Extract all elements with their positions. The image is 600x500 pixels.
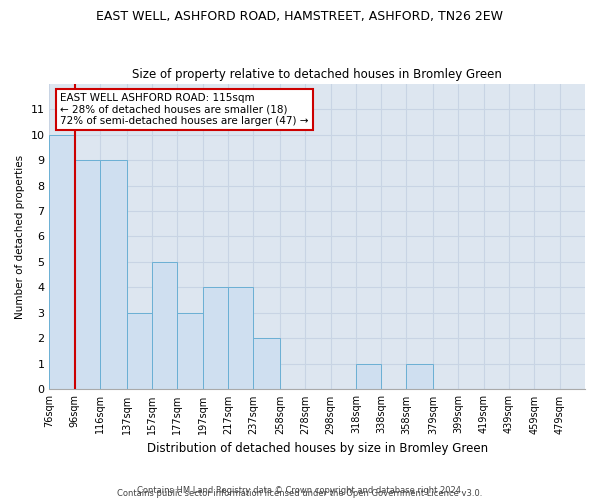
Bar [406,364,433,390]
Bar [100,160,127,390]
X-axis label: Distribution of detached houses by size in Bromley Green: Distribution of detached houses by size … [146,442,488,455]
Bar [356,364,381,390]
Text: EAST WELL ASHFORD ROAD: 115sqm
← 28% of detached houses are smaller (18)
72% of : EAST WELL ASHFORD ROAD: 115sqm ← 28% of … [60,92,308,126]
Bar [177,313,203,390]
Bar [127,313,152,390]
Bar [253,338,280,390]
Bar [203,288,228,390]
Bar [49,134,75,390]
Text: Contains public sector information licensed under the Open Government Licence v3: Contains public sector information licen… [118,488,482,498]
Bar [152,262,177,390]
Title: Size of property relative to detached houses in Bromley Green: Size of property relative to detached ho… [132,68,502,81]
Y-axis label: Number of detached properties: Number of detached properties [15,154,25,318]
Text: EAST WELL, ASHFORD ROAD, HAMSTREET, ASHFORD, TN26 2EW: EAST WELL, ASHFORD ROAD, HAMSTREET, ASHF… [97,10,503,23]
Bar [228,288,253,390]
Bar [75,160,100,390]
Text: Contains HM Land Registry data © Crown copyright and database right 2024.: Contains HM Land Registry data © Crown c… [137,486,463,495]
